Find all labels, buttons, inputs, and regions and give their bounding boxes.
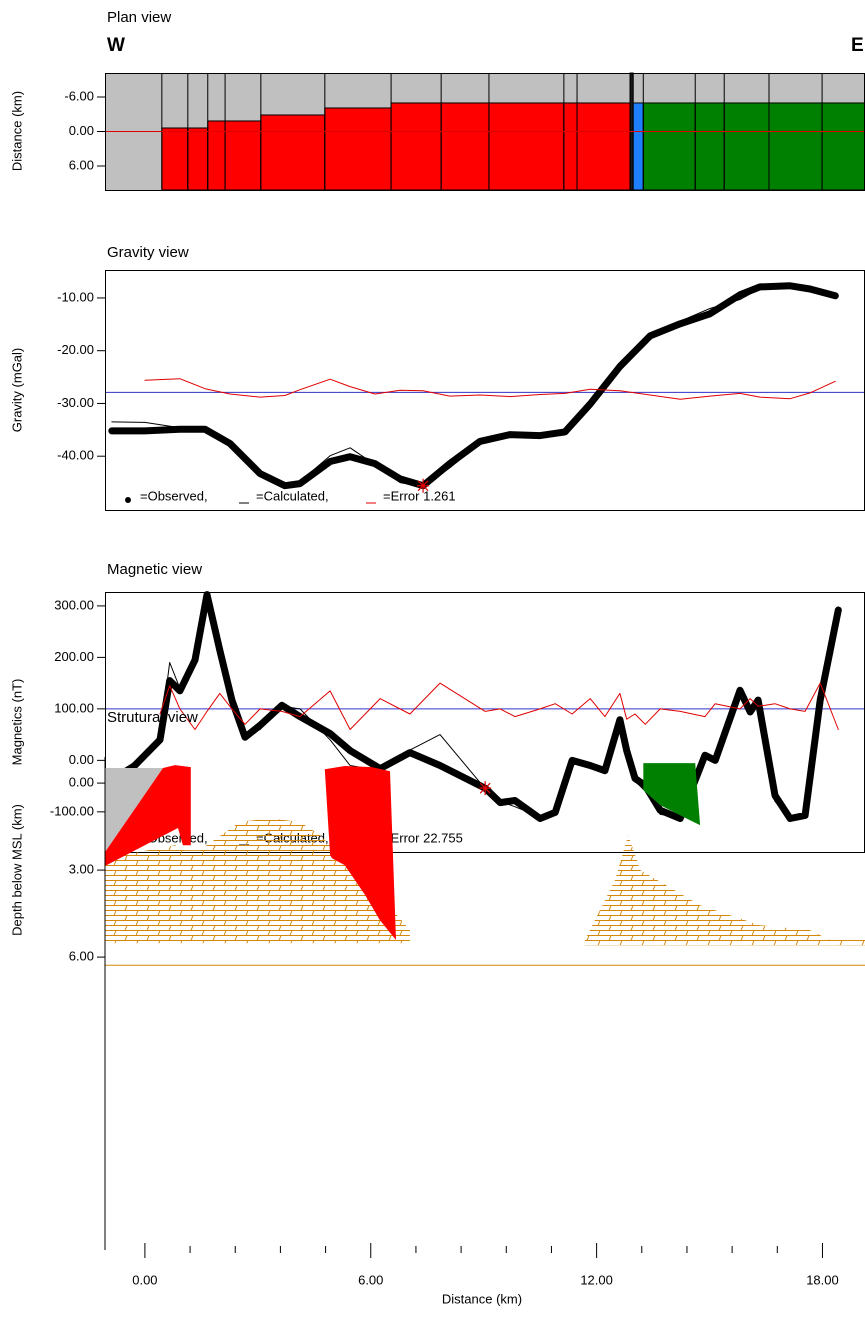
x-tick-label: 12.00 xyxy=(580,1272,613,1287)
direction-label: W xyxy=(107,35,125,56)
panel-title: Magnetic view xyxy=(107,561,202,578)
legend-label: =Error 22.755 xyxy=(383,830,463,845)
panel-title: Gravity view xyxy=(107,244,189,261)
plan-block xyxy=(260,114,326,191)
plan-block xyxy=(324,107,392,191)
y-tick-label: 6.00 xyxy=(69,949,94,964)
plan-block xyxy=(768,102,823,191)
x-tick-label: 0.00 xyxy=(132,1272,157,1287)
plot-frame xyxy=(105,270,865,511)
y-tick-label: 200.00 xyxy=(54,649,94,664)
x-tick-label: 6.00 xyxy=(358,1272,383,1287)
current-marker xyxy=(417,478,430,493)
plan-block xyxy=(563,102,578,191)
plan-block xyxy=(440,102,490,191)
plan-block xyxy=(488,102,565,191)
legend-label: =Calculated, xyxy=(256,488,329,503)
legend-label: =Error 1.261 xyxy=(383,488,456,503)
series-line xyxy=(111,284,836,488)
y-axis-label: Distance (km) xyxy=(9,91,24,171)
y-tick-label: 300.00 xyxy=(54,597,94,612)
y-tick-label: 6.00 xyxy=(69,157,94,172)
legend-label: =Observed, xyxy=(140,488,208,503)
plan-block xyxy=(187,127,209,191)
y-tick-label: -100.00 xyxy=(50,803,94,818)
plot-area xyxy=(105,72,865,191)
y-tick-label: 0.00 xyxy=(69,775,94,790)
y-tick-label: -40.00 xyxy=(57,448,94,463)
rock-unit xyxy=(584,835,865,946)
y-tick-label: -10.00 xyxy=(57,289,94,304)
y-tick-label: -20.00 xyxy=(57,342,94,357)
body xyxy=(105,765,191,866)
plan-block xyxy=(821,102,865,191)
series-line xyxy=(144,378,836,400)
current-marker xyxy=(479,781,492,796)
plot-area xyxy=(105,591,865,822)
body xyxy=(324,766,396,940)
y-tick-label: 100.00 xyxy=(54,700,94,715)
y-axis-label: Magnetics (nT) xyxy=(9,679,24,766)
y-axis-label: Depth below MSL (km) xyxy=(9,804,24,936)
legend-symbol xyxy=(125,497,131,503)
body xyxy=(643,763,701,826)
direction-label: E xyxy=(851,35,864,56)
plan-block xyxy=(632,102,644,191)
plot-area xyxy=(105,763,865,966)
x-axis-label: Distance (km) xyxy=(442,1291,522,1306)
series-line xyxy=(114,597,839,818)
plan-block xyxy=(723,102,770,191)
y-tick-label: 0.00 xyxy=(69,752,94,767)
x-tick-label: 18.00 xyxy=(806,1272,839,1287)
observed-line xyxy=(108,282,839,490)
y-axis-label: Gravity (mGal) xyxy=(9,348,24,433)
y-tick-label: 3.00 xyxy=(69,862,94,877)
plan-block xyxy=(576,102,631,191)
y-tick-label: 0.00 xyxy=(69,123,94,138)
plot-frame xyxy=(105,592,865,853)
plot-area xyxy=(105,282,865,493)
plan-block xyxy=(642,102,696,191)
series-line xyxy=(159,682,839,730)
panel-title: Strutural view xyxy=(107,709,198,726)
y-tick-label: -30.00 xyxy=(57,395,94,410)
y-tick-label: -6.00 xyxy=(64,88,94,103)
plan-block xyxy=(390,102,442,191)
panel-title: Plan view xyxy=(107,9,171,26)
plan-block xyxy=(161,127,189,191)
observed-line xyxy=(111,591,842,822)
plan-block xyxy=(694,102,725,191)
